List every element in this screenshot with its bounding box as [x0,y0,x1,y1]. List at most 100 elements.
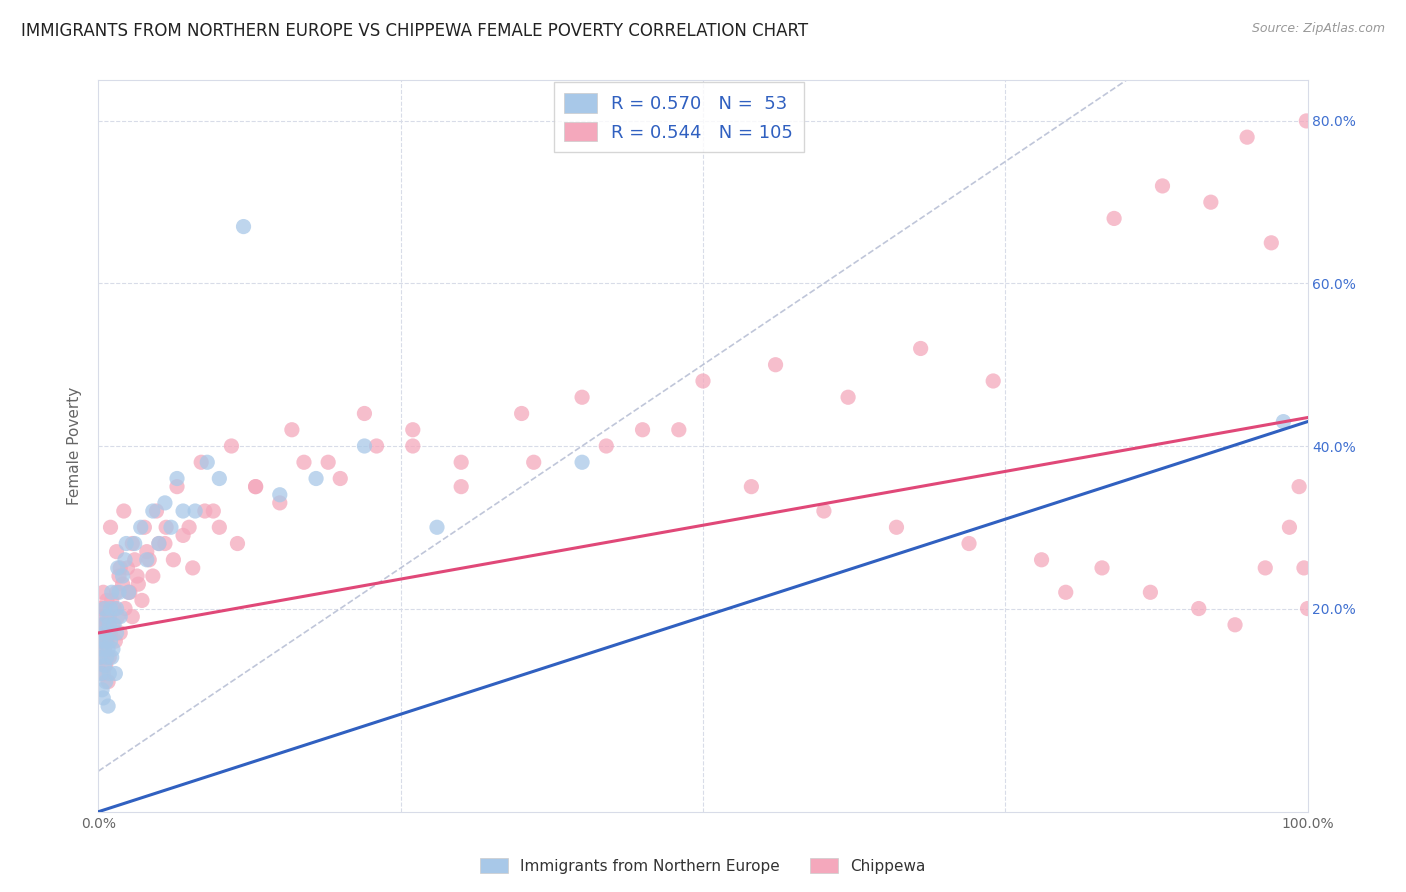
Point [98,650,121,665]
Point [305,471,328,485]
Point [1031,553,1053,567]
Point [668,423,690,437]
Point [292,455,315,469]
Point [450,480,472,494]
Point [1139,585,1161,599]
Point [96,609,118,624]
Point [153,496,176,510]
Point [89,650,111,665]
Text: Source: ZipAtlas.com: Source: ZipAtlas.com [1251,22,1385,36]
Point [93,601,115,615]
Point [402,439,425,453]
Point [93,642,115,657]
Point [118,585,141,599]
Point [90,634,112,648]
Point [366,439,388,453]
Point [91,617,114,632]
Point [127,569,149,583]
Point [172,504,194,518]
Point [114,601,136,615]
Point [115,536,138,550]
Point [91,609,114,624]
Point [910,342,932,356]
Point [96,634,118,648]
Point [145,504,167,518]
Point [353,439,375,453]
Point [108,585,131,599]
Point [91,666,114,681]
Point [269,488,291,502]
Point [426,520,449,534]
Point [105,544,128,558]
Point [232,219,254,234]
Point [89,617,111,632]
Point [1236,130,1258,145]
Point [105,601,128,615]
Point [135,544,157,558]
Point [184,504,207,518]
Point [316,455,339,469]
Point [100,634,122,648]
Y-axis label: Female Poverty: Female Poverty [67,387,83,505]
Point [108,626,131,640]
Point [1254,561,1277,575]
Point [100,650,122,665]
Point [118,585,141,599]
Point [160,520,183,534]
Point [202,504,225,518]
Point [1223,617,1246,632]
Point [127,577,149,591]
Point [245,480,267,494]
Point [595,439,617,453]
Point [1295,114,1317,128]
Point [96,593,118,607]
Point [94,634,117,648]
Point [100,593,122,607]
Point [129,520,152,534]
Point [1288,480,1310,494]
Point [1292,561,1315,575]
Point [221,439,243,453]
Point [981,374,1004,388]
Point [166,471,188,485]
Point [101,642,124,657]
Point [450,455,472,469]
Point [1054,585,1077,599]
Point [108,609,131,624]
Point [1296,601,1319,615]
Point [108,569,131,583]
Point [631,423,654,437]
Point [101,617,124,632]
Point [90,666,112,681]
Point [93,626,115,640]
Point [142,569,165,583]
Point [111,577,134,591]
Point [97,699,120,714]
Point [740,480,762,494]
Point [402,423,425,437]
Point [105,585,128,599]
Point [329,471,352,485]
Point [957,536,980,550]
Point [353,407,375,421]
Point [1152,178,1174,193]
Point [91,682,114,697]
Point [195,455,218,469]
Point [90,634,112,648]
Point [523,455,546,469]
Point [93,658,115,673]
Legend: R = 0.570   N =  53, R = 0.544   N = 105: R = 0.570 N = 53, R = 0.544 N = 105 [554,82,804,153]
Point [571,390,593,404]
Point [208,520,231,534]
Point [103,617,125,632]
Point [148,536,170,550]
Point [813,504,835,518]
Point [100,601,122,615]
Point [100,585,122,599]
Point [91,642,114,657]
Point [98,666,121,681]
Point [281,423,304,437]
Point [269,496,291,510]
Point [571,455,593,469]
Point [94,617,117,632]
